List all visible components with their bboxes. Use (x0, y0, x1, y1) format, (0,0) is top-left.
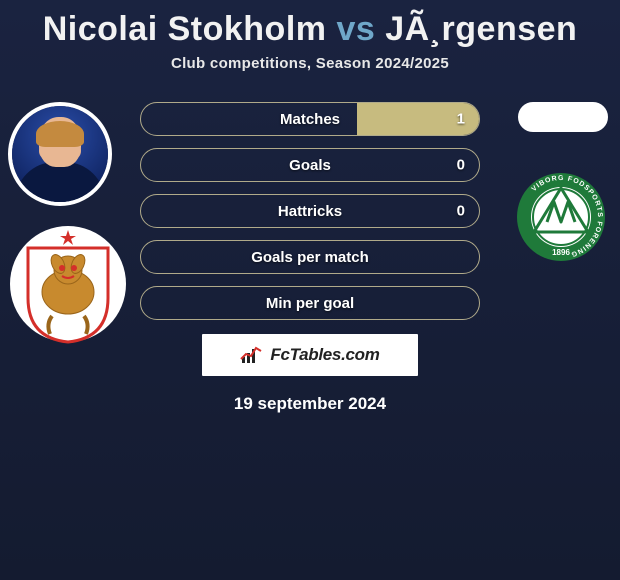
player1-club-badge (8, 224, 128, 344)
player2-avatar (518, 102, 608, 132)
vs-text: vs (336, 10, 375, 48)
subtitle: Club competitions, Season 2024/2025 (0, 55, 620, 72)
player1-name: Nicolai Stokholm (43, 10, 327, 48)
stat-right-value: 0 (457, 157, 465, 174)
stat-row-matches: Matches 1 (140, 102, 480, 136)
player-right-column: VIBORG FODSPORTS FORENING 1896 (492, 102, 612, 262)
player1-avatar (8, 102, 112, 206)
stat-label: Hattricks (278, 203, 342, 220)
stat-label: Goals per match (251, 249, 369, 266)
chart-icon (240, 345, 264, 365)
stat-row-hattricks: Hattricks 0 (140, 194, 480, 228)
player-left-column (8, 102, 128, 344)
stat-right-value: 1 (457, 111, 465, 128)
stat-row-goals: Goals 0 (140, 148, 480, 182)
brand-text: FcTables.com (270, 345, 379, 365)
page-title: Nicolai Stokholm vs JÃ¸rgensen (0, 0, 620, 49)
footer-brand[interactable]: FcTables.com (202, 334, 418, 376)
footer-date: 19 september 2024 (0, 394, 620, 414)
comparison-content: VIBORG FODSPORTS FORENING 1896 Matches 1… (0, 102, 620, 414)
player2-club-badge: VIBORG FODSPORTS FORENING 1896 (516, 172, 606, 262)
stat-right-value: 0 (457, 203, 465, 220)
stat-label: Min per goal (266, 295, 354, 312)
svg-text:1896: 1896 (552, 248, 570, 257)
stat-label: Matches (280, 111, 340, 128)
stat-rows: Matches 1 Goals 0 Hattricks 0 Goals per … (140, 102, 480, 320)
stat-label: Goals (289, 157, 331, 174)
stat-row-min-per-goal: Min per goal (140, 286, 480, 320)
player2-name: JÃ¸rgensen (385, 10, 577, 48)
stat-row-goals-per-match: Goals per match (140, 240, 480, 274)
